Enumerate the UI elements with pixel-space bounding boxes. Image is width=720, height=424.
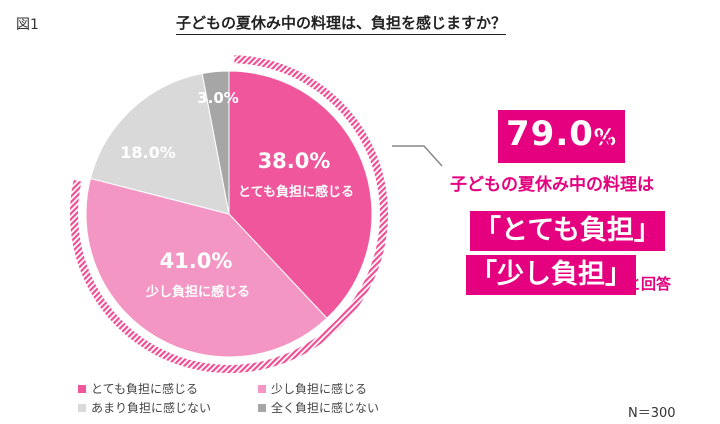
slice-value-label-very-burdened: 38.0% xyxy=(258,149,331,173)
legend-swatch xyxy=(78,403,86,412)
pie-slice-very-burdened xyxy=(228,70,373,319)
callout-box-very-burdened: 「とても負担」 xyxy=(470,211,665,251)
headline-value: 79.0 xyxy=(506,114,594,154)
pie-slice-not-at-all-burdened xyxy=(201,70,230,215)
legend-swatch xyxy=(258,384,266,393)
legend-item-very-burdened: とても負担に感じる xyxy=(78,380,198,397)
callout-box-slightly-burdened: 「少し負担」 xyxy=(466,255,636,295)
slice-value-label-not-much-burdened: 18.0% xyxy=(120,143,176,162)
legend-label: 少し負担に感じる xyxy=(271,382,368,396)
legend-swatch xyxy=(258,403,266,412)
slice-category-label-very-burdened: とても負担に感じる xyxy=(238,184,354,200)
headline-percent-box: 79.0% xyxy=(498,110,625,163)
figure-label: 図1 xyxy=(16,17,39,33)
headline-particle: が xyxy=(592,132,612,156)
callout-box2-suffix: と回答 xyxy=(626,275,672,293)
legend-item-slightly-burdened: 少し負担に感じる xyxy=(258,380,367,397)
callout-leader-line xyxy=(392,145,443,167)
legend-swatch xyxy=(78,384,86,393)
legend-label: あまり負担に感じない xyxy=(91,401,212,415)
headline-unit: % xyxy=(593,126,617,151)
pie-slice-not-much-burdened xyxy=(89,72,230,215)
legend-item-not-much-burdened: あまり負担に感じない xyxy=(78,399,211,416)
callout-subline: 子どもの夏休み中の料理は xyxy=(450,175,654,195)
legend-label: とても負担に感じる xyxy=(91,382,199,396)
slice-value-label-slightly-burdened: 41.0% xyxy=(160,249,233,273)
sample-size-label: N＝300 xyxy=(628,406,676,421)
slice-category-label-slightly-burdened: 少し負担に感じる xyxy=(145,284,250,300)
callout-box1-suffix: ・ xyxy=(646,224,669,249)
legend-item-not-at-all-burdened: 全く負担に感じない xyxy=(258,399,379,416)
legend-label: 全く負担に感じない xyxy=(271,401,380,415)
slice-value-label-not-at-all-burdened: 3.0% xyxy=(197,89,239,107)
chart-title: 子どもの夏休み中の料理は、負担を感じますか？ xyxy=(176,12,507,35)
pie-slice-slightly-burdened xyxy=(85,177,328,358)
